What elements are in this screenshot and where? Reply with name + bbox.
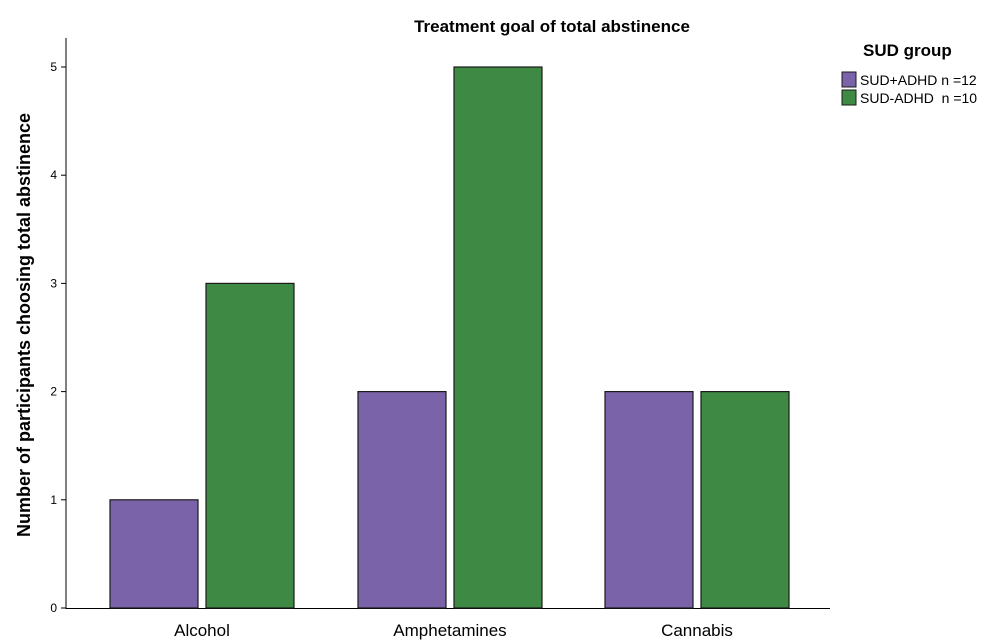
legend: SUD group SUD+ADHD n =12 SUD-ADHD n =10 <box>841 41 977 106</box>
y-tick-label: 4 <box>50 168 57 182</box>
bar-cannabis-series-1 <box>604 391 694 609</box>
y-tick-label: 0 <box>50 601 57 615</box>
y-tick-label: 3 <box>50 276 57 290</box>
legend-swatch-1 <box>841 71 857 88</box>
y-tick-label: 5 <box>50 60 57 74</box>
y-axis-label: Number of participants choosing total ab… <box>14 113 34 537</box>
x-tick-label: Amphetamines <box>393 621 506 640</box>
bar-amphetamines-series-1 <box>357 391 447 609</box>
y-tick-label: 1 <box>50 493 57 507</box>
plot-area: 0 1 2 3 4 5 Alcohol Amphetamines Cannabis <box>50 38 830 640</box>
bar-cannabis-series-2 <box>700 391 790 609</box>
legend-label-1: SUD+ADHD n =12 <box>860 72 977 88</box>
bar-alcohol-series-2 <box>205 282 295 609</box>
chart-title: Treatment goal of total abstinence <box>414 17 690 36</box>
y-tick-label: 2 <box>50 385 57 399</box>
legend-title: SUD group <box>863 41 952 60</box>
legend-items: SUD+ADHD n =12 SUD-ADHD n =10 <box>841 71 977 106</box>
x-tick-label: Cannabis <box>661 621 733 640</box>
legend-swatch-2 <box>841 89 857 106</box>
x-tick-label: Alcohol <box>174 621 230 640</box>
bar-amphetamines-series-2 <box>453 66 543 609</box>
legend-label-2: SUD-ADHD n =10 <box>860 90 977 106</box>
bar-alcohol-series-1 <box>109 499 199 609</box>
